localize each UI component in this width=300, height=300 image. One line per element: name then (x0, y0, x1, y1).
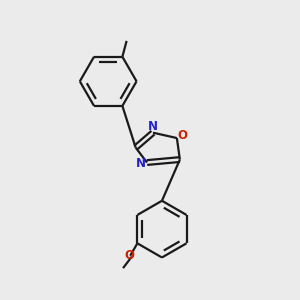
Text: N: N (148, 120, 158, 133)
Text: N: N (135, 157, 146, 170)
Text: O: O (178, 129, 188, 142)
Text: O: O (124, 249, 134, 262)
